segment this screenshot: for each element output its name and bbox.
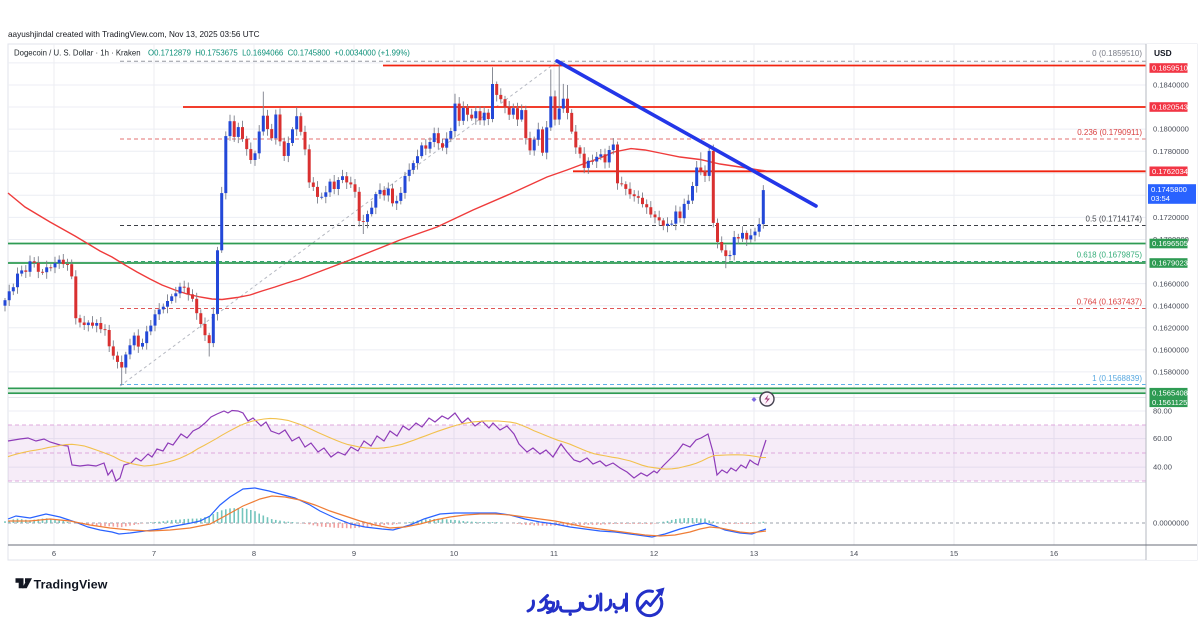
svg-text:0.1600000: 0.1600000 — [1153, 346, 1189, 355]
svg-text:0.1800000: 0.1800000 — [1153, 125, 1189, 134]
svg-text:0.5 (0.1714174): 0.5 (0.1714174) — [1086, 215, 1143, 224]
svg-text:60.00: 60.00 — [1153, 434, 1172, 443]
svg-text:03:54: 03:54 — [1151, 194, 1170, 203]
svg-text:0.1820543: 0.1820543 — [1152, 103, 1188, 112]
svg-text:0.618 (0.1679875): 0.618 (0.1679875) — [1077, 251, 1143, 260]
svg-text:O0.1712879 H0.1753675 L0.169: O0.1712879 H0.1753675 L0.1694066 C0.1745… — [148, 49, 410, 58]
svg-text:0.1660000: 0.1660000 — [1153, 279, 1189, 288]
svg-text:16: 16 — [1050, 549, 1058, 558]
svg-text:6: 6 — [52, 549, 56, 558]
svg-text:0.1620000: 0.1620000 — [1153, 323, 1189, 332]
svg-text:0.1840000: 0.1840000 — [1153, 81, 1189, 90]
svg-text:0.1720000: 0.1720000 — [1153, 213, 1189, 222]
svg-text:12: 12 — [650, 549, 658, 558]
svg-text:0.1580000: 0.1580000 — [1153, 368, 1189, 377]
svg-text:0.1565408: 0.1565408 — [1152, 388, 1188, 397]
svg-text:0 (0.1859510): 0 (0.1859510) — [1092, 49, 1142, 58]
svg-text:aayushjindal created with Trad: aayushjindal created with TradingView.co… — [8, 30, 260, 39]
svg-text:40.00: 40.00 — [1153, 463, 1172, 472]
svg-text:0.1859510: 0.1859510 — [1152, 64, 1188, 73]
svg-text:0.1679023: 0.1679023 — [1152, 259, 1188, 268]
svg-text:15: 15 — [950, 549, 958, 558]
svg-text:11: 11 — [550, 549, 558, 558]
svg-text:0.236 (0.1790911): 0.236 (0.1790911) — [1077, 128, 1142, 137]
svg-text:0.1640000: 0.1640000 — [1153, 301, 1189, 310]
svg-text:0.1745800: 0.1745800 — [1151, 185, 1187, 194]
svg-text:Dogecoin / U. S. Dollar · 1h ·: Dogecoin / U. S. Dollar · 1h · Kraken — [14, 49, 141, 58]
svg-text:0.0000000: 0.0000000 — [1153, 519, 1189, 528]
svg-text:1 (0.1568839): 1 (0.1568839) — [1092, 374, 1142, 383]
svg-text:14: 14 — [850, 549, 858, 558]
svg-text:13: 13 — [750, 549, 758, 558]
svg-text:0.1780000: 0.1780000 — [1153, 147, 1189, 156]
svg-text:80.00: 80.00 — [1153, 407, 1172, 416]
svg-text:TradingView: TradingView — [34, 578, 108, 592]
svg-text:0.1762034: 0.1762034 — [1152, 167, 1188, 176]
svg-text:7: 7 — [152, 549, 156, 558]
svg-text:0.764 (0.1637437): 0.764 (0.1637437) — [1077, 298, 1143, 307]
svg-text:0.1561125: 0.1561125 — [1152, 398, 1187, 407]
svg-text:0.1696505: 0.1696505 — [1152, 239, 1188, 248]
svg-text:8: 8 — [252, 549, 256, 558]
svg-text:10: 10 — [450, 549, 458, 558]
svg-text:9: 9 — [352, 549, 356, 558]
svg-text:USD: USD — [1154, 48, 1172, 58]
